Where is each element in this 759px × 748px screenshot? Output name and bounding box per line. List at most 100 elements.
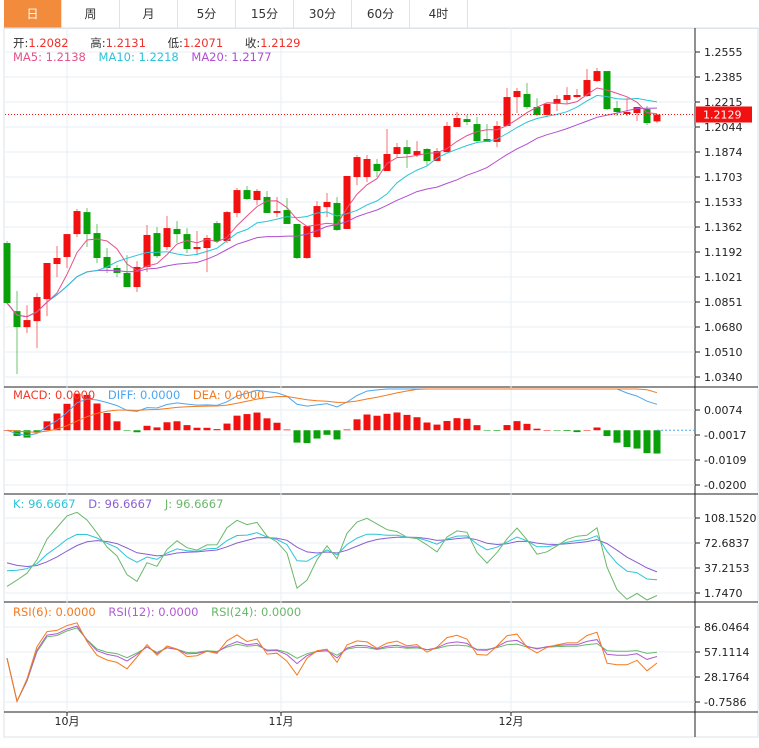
macd-bar bbox=[423, 422, 431, 431]
candle-body bbox=[453, 118, 461, 127]
macd-bar bbox=[353, 419, 361, 431]
macd-bar bbox=[233, 415, 241, 431]
candle-body bbox=[363, 158, 371, 178]
macd-bar bbox=[483, 430, 491, 431]
tab-month[interactable]: 月 bbox=[120, 0, 178, 28]
candle-body bbox=[473, 124, 481, 142]
macd-bar bbox=[183, 425, 191, 431]
macd-bar bbox=[563, 430, 571, 432]
macd-bar bbox=[333, 430, 341, 440]
chart-frame bbox=[3, 27, 759, 738]
tab-4hour[interactable]: 4时 bbox=[410, 0, 468, 28]
candle bbox=[213, 221, 221, 244]
period-tabs: 日 周 月 5分 15分 30分 60分 4时 bbox=[4, 0, 759, 29]
macd-bar bbox=[463, 418, 471, 431]
k-value: K: 96.6667 bbox=[13, 497, 76, 511]
macd-bar bbox=[523, 423, 531, 431]
candle-body bbox=[123, 272, 131, 288]
candle bbox=[453, 112, 461, 127]
macd-bar bbox=[363, 414, 371, 431]
candle-body bbox=[153, 233, 161, 257]
candle bbox=[203, 234, 211, 273]
candle-body bbox=[3, 243, 11, 304]
close-value: 1.2129 bbox=[260, 36, 301, 50]
candle-body bbox=[233, 190, 241, 213]
tab-15min[interactable]: 15分 bbox=[236, 0, 294, 28]
candle-body bbox=[513, 91, 521, 98]
macd-bar bbox=[493, 430, 501, 431]
macd-bar bbox=[403, 414, 411, 431]
candle bbox=[493, 120, 501, 148]
candle bbox=[373, 158, 381, 178]
candle bbox=[153, 227, 161, 259]
macd-bar bbox=[133, 430, 141, 433]
macd-bar bbox=[293, 430, 301, 443]
candle bbox=[353, 155, 361, 186]
candle-body bbox=[463, 119, 471, 122]
price-tick-label: 1.1533 bbox=[704, 196, 743, 209]
open-label: 开: bbox=[13, 36, 29, 50]
candle-body bbox=[393, 147, 401, 154]
price-tick-label: 1.1021 bbox=[704, 271, 743, 284]
rsi-tick-label: 86.0464 bbox=[704, 621, 750, 634]
macd-bar bbox=[603, 430, 611, 437]
tab-30min[interactable]: 30分 bbox=[294, 0, 352, 28]
candle-body bbox=[493, 125, 501, 142]
candle-body bbox=[653, 114, 661, 122]
candle bbox=[3, 240, 11, 304]
macd-bar bbox=[243, 414, 251, 431]
macd-bar bbox=[203, 427, 211, 431]
tab-week[interactable]: 周 bbox=[62, 0, 120, 28]
candle-body bbox=[403, 147, 411, 154]
ma20-value: MA20: 1.2177 bbox=[191, 50, 272, 64]
price-tick-label: 1.0680 bbox=[704, 321, 743, 334]
tab-day[interactable]: 日 bbox=[4, 0, 62, 28]
tab-60min[interactable]: 60分 bbox=[352, 0, 410, 28]
candle-body bbox=[573, 94, 581, 98]
candle-body bbox=[273, 211, 281, 213]
candle bbox=[633, 107, 641, 121]
macd-bar bbox=[93, 403, 101, 431]
kdj-tick-label: 1.7470 bbox=[704, 587, 743, 600]
ohlc-legend: 开:1.2082 高:1.2131 低:1.2071 收:1.2129 bbox=[13, 35, 318, 51]
macd-bar bbox=[153, 427, 161, 431]
macd-bar bbox=[13, 430, 21, 436]
candle bbox=[93, 223, 101, 263]
macd-bar bbox=[613, 430, 621, 443]
tab-5min[interactable]: 5分 bbox=[178, 0, 236, 28]
macd-bar bbox=[573, 430, 581, 433]
candle bbox=[513, 87, 521, 114]
candle-body bbox=[103, 256, 111, 268]
candle bbox=[583, 69, 591, 98]
macd-bar bbox=[543, 430, 551, 431]
price-tick-label: 1.0851 bbox=[704, 296, 743, 309]
candle bbox=[83, 207, 91, 247]
macd-bar bbox=[383, 413, 391, 431]
price-tick-label: 1.2555 bbox=[704, 46, 743, 59]
candle bbox=[233, 188, 241, 218]
kdj-tick-label: 37.2153 bbox=[704, 562, 750, 575]
macd-bar bbox=[633, 430, 641, 449]
macd-bar bbox=[623, 430, 631, 448]
candle-body bbox=[253, 190, 261, 201]
candle-body bbox=[553, 98, 561, 104]
ma10-line bbox=[6, 94, 658, 318]
candle-body bbox=[53, 258, 61, 265]
candle-body bbox=[83, 212, 91, 235]
candle bbox=[323, 193, 331, 218]
kdj-tick-label: 72.6837 bbox=[704, 537, 750, 550]
macd-tick-label: -0.0109 bbox=[704, 454, 746, 467]
x-tick-label: 12月 bbox=[499, 715, 524, 728]
dea-line bbox=[6, 388, 658, 433]
candle bbox=[43, 262, 51, 317]
candle-body bbox=[643, 109, 651, 124]
price-tick-label: 1.2044 bbox=[704, 121, 743, 134]
candle-body bbox=[213, 223, 221, 241]
macd-bar bbox=[593, 427, 601, 431]
candle-body bbox=[183, 234, 191, 250]
candle bbox=[133, 261, 141, 293]
candle bbox=[303, 226, 311, 260]
macd-bar bbox=[283, 429, 291, 431]
j-line bbox=[6, 511, 658, 601]
